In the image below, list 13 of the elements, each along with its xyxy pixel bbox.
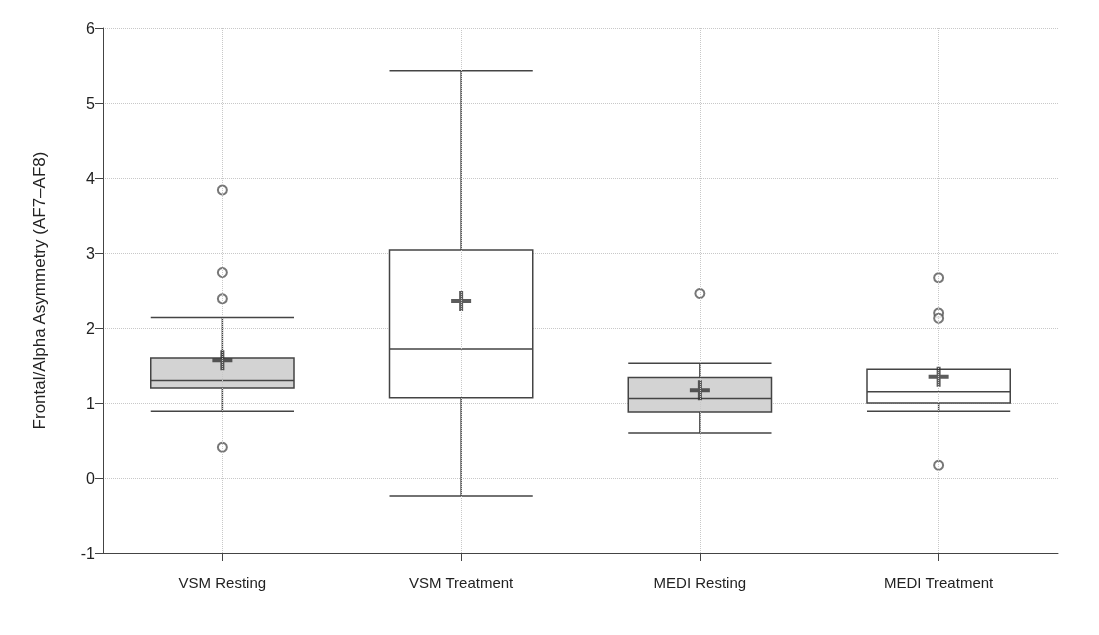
y-tick-label: 0: [86, 469, 96, 487]
y-tick-label: -1: [80, 544, 96, 562]
y-tick-label: 4: [86, 169, 96, 187]
y-tick-label: 2: [86, 319, 96, 337]
x-tick-label: MEDI Treatment: [884, 574, 995, 591]
y-tick-label: 3: [86, 244, 96, 262]
x-tick-label: MEDI Resting: [653, 574, 747, 591]
y-tick-label: 5: [86, 94, 96, 112]
x-tick-label: VSM Resting: [178, 574, 267, 591]
y-axis-title: Frontal/Alpha Asymmetry (AF7–AF8): [30, 151, 49, 430]
y-tick-label: 6: [86, 19, 96, 37]
y-tick-label: 1: [86, 394, 96, 412]
x-tick-label: VSM Treatment: [409, 574, 515, 591]
